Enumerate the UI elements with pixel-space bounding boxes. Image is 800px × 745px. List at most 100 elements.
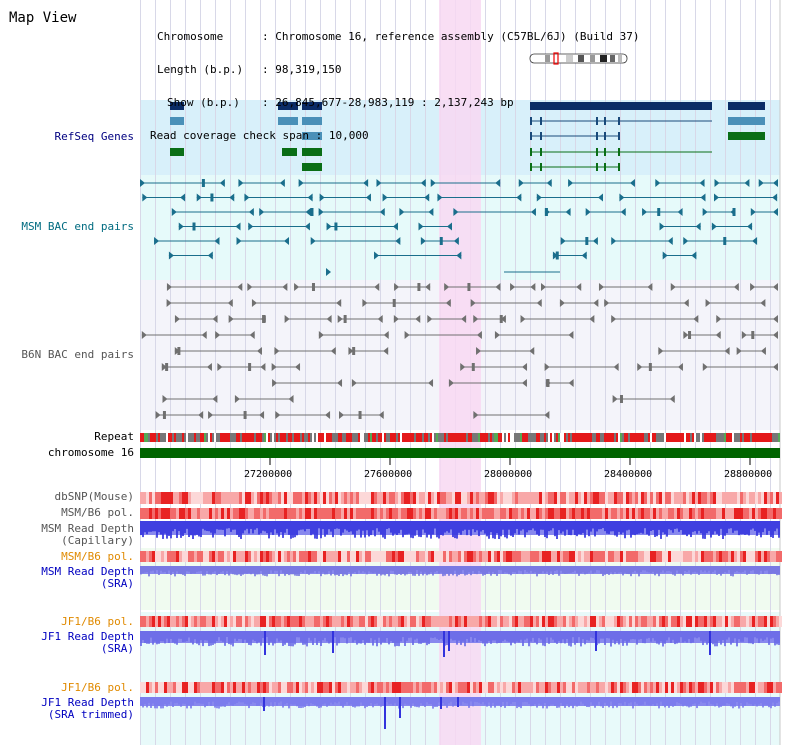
heat-cell (746, 492, 749, 504)
track-label-refseq[interactable]: RefSeq Genes (54, 130, 134, 143)
heat-cell (770, 682, 773, 693)
repeat-segment (288, 433, 290, 442)
heat-cell (659, 508, 662, 519)
heat-cell (548, 616, 551, 627)
heat-cell (314, 682, 317, 693)
heat-cell (581, 551, 584, 562)
depth-bar (318, 631, 320, 642)
depth-bar (374, 566, 376, 573)
depth-bar (472, 521, 474, 530)
heat-cell (518, 551, 521, 562)
repeat-segment (460, 433, 462, 442)
depth-bar (222, 521, 224, 530)
heat-cell (617, 508, 620, 519)
heat-cell (329, 551, 332, 562)
depth-bar (434, 697, 436, 707)
depth-bar (344, 521, 346, 530)
heat-cell (200, 682, 203, 693)
depth-bar (166, 631, 168, 639)
depth-bar (218, 521, 220, 530)
repeat-segment (598, 433, 600, 442)
depth-bar (700, 566, 702, 571)
repeat-segment (242, 433, 244, 442)
depth-bar (744, 631, 746, 638)
repeat-segment (550, 433, 552, 442)
heat-cell (365, 508, 368, 519)
heat-cell (599, 508, 602, 519)
heat-cell (755, 492, 758, 504)
bac-end-marker (448, 379, 454, 387)
depth-bar (756, 521, 758, 536)
heat-cell (284, 551, 287, 562)
heat-cell (401, 492, 404, 504)
depth-bar (268, 521, 270, 539)
depth-bar (286, 521, 288, 529)
depth-bar (382, 566, 384, 575)
heat-cell (353, 682, 356, 693)
depth-bar (420, 631, 422, 644)
heat-cell (488, 682, 491, 693)
depth-bar (218, 566, 220, 574)
depth-bar (674, 566, 676, 576)
repeat-segment (774, 433, 776, 442)
track-label-b6n-bac[interactable]: B6N BAC end pairs (21, 348, 134, 361)
depth-bar (524, 697, 526, 702)
heat-cell (674, 551, 677, 562)
depth-bar (440, 631, 442, 639)
heat-cell (740, 492, 743, 504)
heat-cell (560, 492, 563, 504)
heat-cell (143, 616, 146, 627)
heat-cell (395, 551, 398, 562)
depth-bar (334, 566, 336, 576)
repeat-segment (736, 433, 738, 442)
heat-cell (518, 508, 521, 519)
track-label-msm-depth-sra-1: MSM Read Depth (41, 565, 134, 578)
depth-bar (718, 566, 720, 574)
repeat-segment (660, 433, 662, 442)
heat-cell (377, 492, 380, 504)
depth-bar (270, 566, 272, 571)
repeat-segment (254, 433, 256, 442)
heat-cell (197, 616, 200, 627)
header-show: Show (b.p.): 26,845,677-28,983,119 : 2,1… (150, 97, 640, 108)
depth-bar (644, 697, 646, 702)
depth-bar (528, 631, 530, 647)
bac-end-marker (568, 179, 574, 187)
heat-cell (440, 616, 443, 627)
heat-cell (587, 492, 590, 504)
heat-cell (380, 492, 383, 504)
depth-bar (328, 631, 330, 644)
heat-cell (332, 682, 335, 693)
repeat-segment (582, 433, 584, 442)
heat-cell (467, 492, 470, 504)
depth-bar (474, 631, 476, 639)
bac-end-marker (311, 283, 315, 291)
depth-bar (186, 521, 188, 529)
gene-exon (540, 117, 542, 125)
depth-bar (296, 631, 298, 638)
track-label-msm-bac[interactable]: MSM BAC end pairs (21, 220, 134, 233)
heat-cell (371, 492, 374, 504)
heat-cell (638, 616, 641, 627)
heat-cell (233, 508, 236, 519)
heat-cell (596, 551, 599, 562)
repeat-segment (694, 433, 696, 442)
heat-cell (146, 551, 149, 562)
heat-cell (353, 551, 356, 562)
heat-cell (251, 682, 254, 693)
repeat-segment (654, 433, 656, 442)
depth-bar (160, 631, 162, 642)
bac-end-marker (374, 283, 380, 291)
depth-bar (728, 566, 730, 571)
repeat-segment (588, 433, 590, 442)
depth-bar (294, 566, 296, 576)
heat-cell (641, 492, 644, 504)
heat-cell (326, 508, 329, 519)
heat-cell (449, 616, 452, 627)
depth-bar (572, 697, 574, 709)
heat-cell (482, 551, 485, 562)
depth-bar (584, 566, 586, 575)
heat-cell (545, 492, 548, 504)
depth-bar (772, 521, 774, 538)
